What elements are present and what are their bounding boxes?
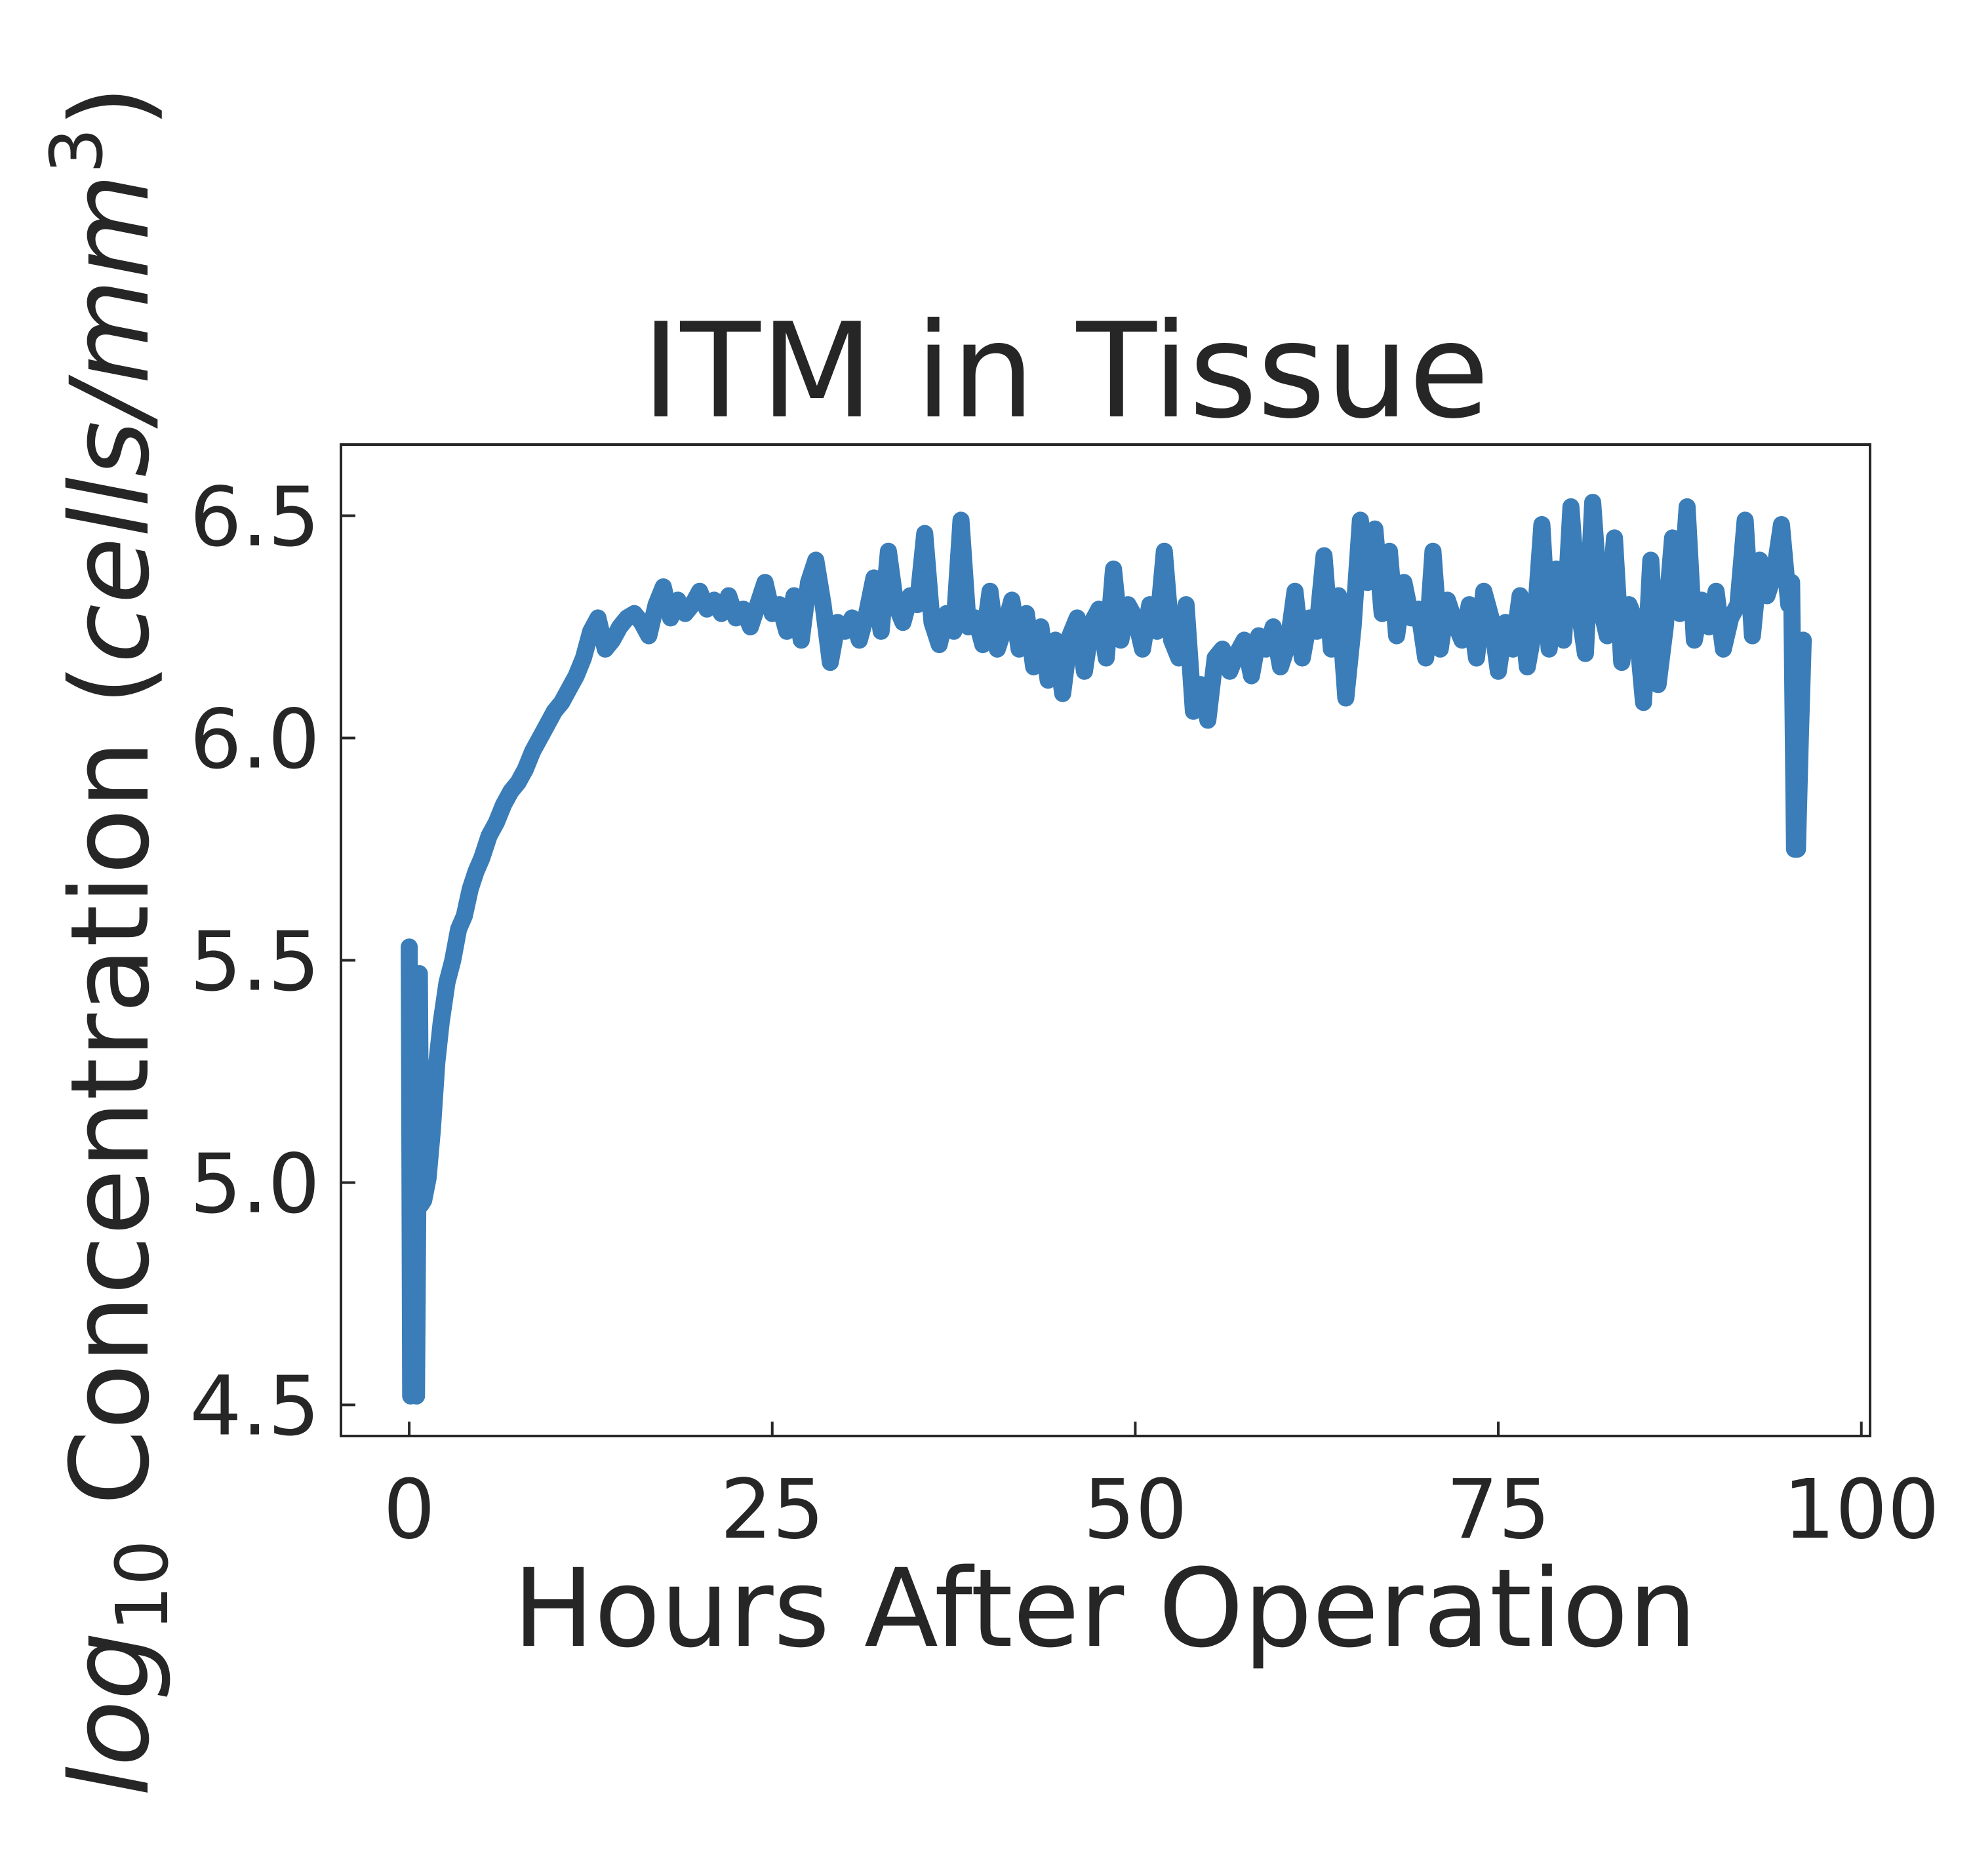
- y-axis-label: log10 Concentration (cells/mm3): [35, 85, 184, 1796]
- y-tick-label: 5.0: [189, 1137, 320, 1232]
- y-label-prefix-subscript: 10: [100, 1540, 184, 1631]
- y-label-suffix: ): [47, 85, 173, 127]
- y-tick-label: 4.5: [189, 1359, 320, 1454]
- y-axis-ticks: 4.5 5.0 5.5 6.0 6.5: [189, 469, 355, 1454]
- x-axis-ticks: 0 25 50 75 100: [383, 1422, 1940, 1557]
- x-tick-label: 100: [1783, 1462, 1940, 1557]
- y-label-main: Concentration (: [47, 664, 173, 1540]
- x-tick-label: 25: [720, 1462, 824, 1557]
- chart-title: ITM in Tissue: [642, 295, 1490, 448]
- y-tick-label: 6.5: [189, 469, 320, 565]
- y-tick-label: 5.5: [189, 915, 320, 1010]
- y-label-prefix: log: [47, 1631, 173, 1797]
- x-tick-label: 0: [383, 1462, 435, 1557]
- y-label-unit-superscript: 3: [35, 128, 119, 174]
- plot-frame: [340, 443, 1871, 1437]
- x-tick-label: 50: [1083, 1462, 1187, 1557]
- x-axis-label: Hours After Operation: [513, 1546, 1697, 1671]
- x-tick-label: 75: [1446, 1462, 1551, 1557]
- y-label-unit: cells/mm: [47, 174, 173, 664]
- y-tick-label: 6.0: [189, 692, 320, 787]
- series-line: [401, 494, 1812, 1405]
